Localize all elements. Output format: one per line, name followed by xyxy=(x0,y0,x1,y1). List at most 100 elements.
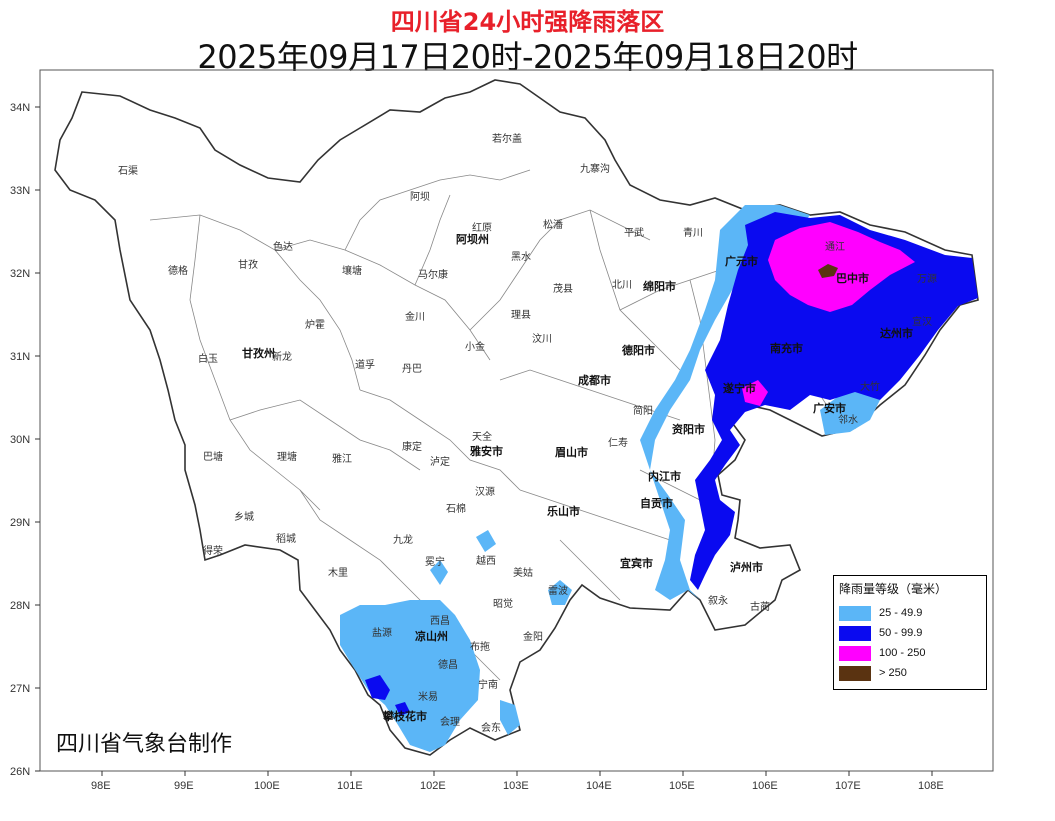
place-label: 汶川 xyxy=(532,332,552,345)
place-label: 理县 xyxy=(511,309,531,321)
place-label: 金川 xyxy=(405,310,425,323)
place-label: 松潘 xyxy=(543,218,563,231)
lon-label: 101E xyxy=(337,780,363,792)
place-label: 西昌 xyxy=(430,615,450,627)
place-label: 昭觉 xyxy=(493,598,513,610)
place-label: 泸州市 xyxy=(730,560,763,574)
lon-label: 99E xyxy=(174,780,194,792)
place-label: 泸定 xyxy=(430,455,450,468)
lon-label: 107E xyxy=(835,780,861,792)
lat-label: 34N xyxy=(10,102,30,114)
place-label: 乐山市 xyxy=(547,504,580,518)
place-label: 大竹 xyxy=(860,380,880,393)
place-label: 凉山州 xyxy=(415,629,448,643)
lon-label: 106E xyxy=(752,780,778,792)
place-label: 石棉 xyxy=(446,502,466,515)
place-label: 理塘 xyxy=(277,450,297,463)
legend-title: 降雨量等级（毫米） xyxy=(839,582,948,596)
place-label: 红原 xyxy=(472,221,492,234)
place-label: 盐源 xyxy=(372,626,392,639)
lat-label: 33N xyxy=(10,185,30,197)
place-label: 米易 xyxy=(418,690,438,703)
place-label: 石渠 xyxy=(118,165,138,177)
place-label: 汉源 xyxy=(475,485,495,498)
place-label: 宜宾市 xyxy=(620,556,653,570)
lon-label: 102E xyxy=(420,780,446,792)
rain-level-100 xyxy=(742,222,915,406)
place-label: 九龙 xyxy=(393,533,413,546)
place-label: 马尔康 xyxy=(418,268,448,281)
lon-label: 108E xyxy=(918,780,944,792)
legend-swatch xyxy=(839,646,871,661)
place-label: 若尔盖 xyxy=(492,132,522,145)
place-label: 越西 xyxy=(476,554,496,567)
place-label: 德阳市 xyxy=(621,343,655,357)
place-label: 广元市 xyxy=(725,254,758,268)
place-label: 绵阳市 xyxy=(643,279,676,293)
lon-axis: 98E 99E 100E 101E 102E 103E 104E 105E 10… xyxy=(91,771,944,792)
place-label: 自贡市 xyxy=(640,496,673,510)
legend-label: 25 - 49.9 xyxy=(879,607,923,619)
place-label: 色达 xyxy=(273,240,293,253)
rain-level-250 xyxy=(818,264,838,278)
place-label: 北川 xyxy=(612,279,632,291)
lat-axis: 34N 33N 32N 31N 30N 29N 28N 27N 26N xyxy=(10,102,40,778)
place-label: 叙永 xyxy=(708,594,728,607)
place-label: 丹巴 xyxy=(402,363,422,375)
place-label: 雷波 xyxy=(548,584,568,597)
place-label: 天全 xyxy=(472,430,492,443)
place-label: 成都市 xyxy=(578,373,611,387)
place-label: 道孚 xyxy=(355,358,375,371)
place-label: 宣汉 xyxy=(912,315,932,328)
lon-label: 100E xyxy=(254,780,280,792)
place-label: 巴塘 xyxy=(203,450,223,463)
place-label: 白玉 xyxy=(198,352,218,365)
place-label: 仁寿 xyxy=(608,436,628,449)
place-label: 新龙 xyxy=(272,350,292,363)
place-label: 雅江 xyxy=(332,452,352,465)
place-label: 甘孜 xyxy=(238,258,258,271)
lat-label: 27N xyxy=(10,683,30,695)
place-label: 德格 xyxy=(168,264,188,277)
place-label: 攀枝花市 xyxy=(382,709,427,723)
lat-label: 32N xyxy=(10,268,30,280)
place-label: 平武 xyxy=(624,226,644,239)
place-label: 会东 xyxy=(481,721,501,734)
place-label: 德昌 xyxy=(438,658,458,671)
place-label: 南充市 xyxy=(770,341,803,355)
place-label: 木里 xyxy=(328,567,348,579)
place-label: 眉山市 xyxy=(555,445,588,459)
place-label: 乡城 xyxy=(234,511,254,523)
place-label: 青川 xyxy=(683,226,703,239)
legend-label: 50 - 99.9 xyxy=(879,627,923,639)
place-label: 得荣 xyxy=(203,545,223,557)
place-label: 万源 xyxy=(917,272,937,285)
lat-label: 29N xyxy=(10,517,30,529)
place-label: 资阳市 xyxy=(672,422,705,436)
place-label: 遂宁市 xyxy=(723,381,756,395)
place-label: 阿坝 xyxy=(410,191,430,203)
lat-label: 26N xyxy=(10,766,30,778)
place-label: 巴中市 xyxy=(836,271,869,285)
place-label: 壤塘 xyxy=(342,264,362,277)
place-label: 茂县 xyxy=(553,282,573,295)
place-label: 冕宁 xyxy=(425,555,445,568)
lat-label: 31N xyxy=(10,351,30,363)
producer-label: 四川省气象台制作 xyxy=(56,732,233,757)
place-label: 美姑 xyxy=(513,566,533,579)
legend-label: 100 - 250 xyxy=(879,647,926,659)
rain-level-50 xyxy=(365,212,978,716)
legend-swatch xyxy=(839,606,871,621)
place-label: 通江 xyxy=(825,241,845,253)
legend-swatch xyxy=(839,626,871,641)
place-label: 布拖 xyxy=(470,640,490,653)
place-label: 小金 xyxy=(465,340,485,353)
place-label: 邻水 xyxy=(838,413,858,426)
legend-label: > 250 xyxy=(879,667,907,679)
place-label: 达州市 xyxy=(880,326,913,340)
place-label: 会理 xyxy=(440,715,460,728)
place-label: 古蔺 xyxy=(750,600,770,613)
lat-label: 28N xyxy=(10,600,30,612)
rainfall-legend: 降雨量等级（毫米） 25 - 49.9 50 - 99.9 100 - 250 … xyxy=(833,575,987,690)
